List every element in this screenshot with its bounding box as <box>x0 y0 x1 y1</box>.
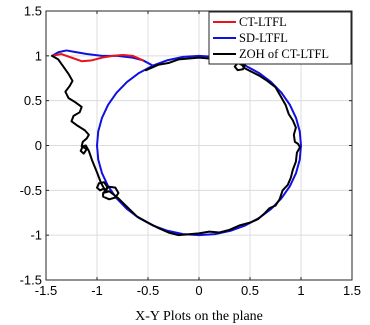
x-axis-ticks: -1.5 -1 -0.5 0 0.5 1 1.5 <box>35 11 361 298</box>
series-line-sd-ltfl <box>51 49 302 237</box>
x-tick-label: 1 <box>297 283 304 298</box>
legend-entries: CT-LTFL SD-LTFL ZOH of CT-LTFL <box>213 15 329 61</box>
y-tick-label: 1.5 <box>24 4 42 19</box>
y-tick-label: -1.5 <box>20 273 42 288</box>
y-tick-label: -1 <box>30 228 42 243</box>
x-tick-label: 1.5 <box>343 283 361 298</box>
y-tick-label: 0 <box>35 138 42 153</box>
legend-label: CT-LTFL <box>239 15 287 29</box>
legend-label: SD-LTFL <box>239 31 288 45</box>
y-tick-label: 0.5 <box>24 93 42 108</box>
x-tick-label: -1 <box>91 283 103 298</box>
y-axis-ticks: -1.5 -1 -0.5 0 0.5 1 1.5 <box>20 4 352 288</box>
series-line-zoh-of-ct-ltfl <box>51 54 301 237</box>
x-tick-label: -0.5 <box>137 283 159 298</box>
x-axis-title: X-Y Plots on the plane <box>135 309 263 324</box>
y-tick-label: 1 <box>35 48 42 63</box>
series-layer <box>51 49 302 237</box>
series-line-ct-ltfl <box>51 53 144 63</box>
x-tick-label: -1.5 <box>35 283 57 298</box>
legend: CT-LTFL SD-LTFL ZOH of CT-LTFL <box>208 11 352 65</box>
y-tick-label: -0.5 <box>20 183 42 198</box>
x-tick-label: 0.5 <box>241 283 259 298</box>
x-tick-label: 0 <box>195 283 202 298</box>
legend-label: ZOH of CT-LTFL <box>239 47 329 61</box>
